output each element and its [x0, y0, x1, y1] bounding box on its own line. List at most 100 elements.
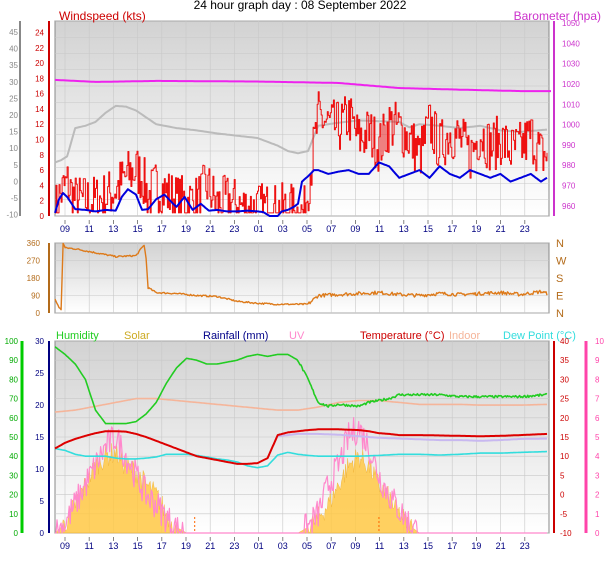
uv-y-tick-label: 2 — [595, 491, 600, 500]
temp-y-tick-label: 20 — [560, 414, 569, 423]
wind-x-tick-label: 13 — [108, 224, 118, 234]
wind-x-tick-label: 11 — [375, 224, 384, 234]
wind-y-tick-label: 10 — [35, 136, 44, 145]
dir-compass-label: N — [556, 308, 564, 320]
dir-y-tick-label: 0 — [36, 309, 41, 318]
rain-y-tick-label: 0 — [40, 529, 45, 538]
rain-y-tick-label: 15 — [35, 433, 44, 442]
temp-y-tick-label: 35 — [560, 356, 569, 365]
temp-y-tick-label: -5 — [560, 510, 568, 519]
temp-x-tick-label: 23 — [520, 541, 530, 551]
wind-x-tick-label: 09 — [350, 224, 360, 234]
dir-compass-label: W — [556, 256, 567, 268]
uv-y-tick-label: 4 — [595, 452, 600, 461]
dir-series — [54, 242, 548, 311]
uv-y-tick-label: 5 — [595, 433, 600, 442]
uv-y-tick-label: 6 — [595, 414, 600, 423]
wind-y2-tick-label: 30 — [9, 78, 18, 87]
temp-series-humidity — [54, 346, 548, 425]
wind-series-avg — [54, 161, 548, 217]
dir-y-tick-label: 270 — [27, 257, 41, 266]
temp-y-tick-label: 30 — [560, 375, 569, 384]
temp-series-indoor — [54, 397, 547, 413]
baro-y-tick-label: 990 — [562, 141, 576, 150]
uv-series — [55, 417, 547, 534]
dir-y-tick-label: 360 — [27, 239, 41, 248]
temp-x-tick-label: 19 — [181, 541, 191, 551]
temp-series-feels — [277, 432, 548, 442]
baro-y-tick-label: 1050 — [562, 19, 580, 28]
rain-y-tick-label: 25 — [35, 369, 44, 378]
wind-x-tick-label: 09 — [60, 224, 70, 234]
humidity-y-tick-label: 40 — [9, 452, 18, 461]
temp-series-dew_point — [54, 447, 547, 469]
humidity-y-tick-label: 20 — [9, 491, 18, 500]
temp-y-tick-label: 10 — [560, 452, 569, 461]
temp-x-tick-label: 09 — [60, 541, 70, 551]
temp-x-tick-label: 07 — [326, 541, 336, 551]
baro-y-tick-label: 970 — [562, 182, 576, 191]
wind-x-tick-label: 19 — [471, 224, 481, 234]
wind-y2-tick-label: 40 — [9, 45, 18, 54]
baro-y-tick-label: 1010 — [562, 100, 580, 109]
dir-y-tick-label: 90 — [31, 292, 40, 301]
temp-x-tick-label: 05 — [302, 541, 312, 551]
legend-solar: Solar — [124, 330, 150, 342]
wind-y-tick-label: 4 — [40, 181, 45, 190]
legend-uv: UV — [289, 330, 305, 342]
uv-y-tick-label: 0 — [595, 529, 600, 538]
wind-y-tick-label: 22 — [35, 44, 44, 53]
wind-y-tick-label: 6 — [40, 166, 45, 175]
dir-compass-label: S — [556, 273, 563, 285]
humidity-y-tick-label: 10 — [9, 510, 18, 519]
dir-compass-label: E — [556, 291, 563, 303]
uv-y-tick-label: 10 — [595, 337, 604, 346]
wind-x-tick-label: 17 — [447, 224, 457, 234]
wind-x-tick-label: 11 — [85, 224, 94, 234]
wind-y2-tick-label: 0 — [14, 177, 19, 186]
temp-series-temperature — [54, 428, 548, 465]
wind-y-tick-label: 0 — [40, 212, 45, 221]
wind-y2-tick-label: 25 — [9, 94, 18, 103]
wind-y2-tick-label: -10 — [6, 211, 18, 220]
legend-indoor: Indoor — [449, 330, 481, 342]
humidity-y-tick-label: 70 — [9, 395, 18, 404]
wind-x-tick-label: 15 — [423, 224, 433, 234]
wind-x-tick-label: 19 — [181, 224, 191, 234]
wind-y-tick-label: 20 — [35, 59, 44, 68]
temp-y-tick-label: -10 — [560, 529, 572, 538]
wind-y2-tick-label: 15 — [9, 128, 18, 137]
wind-x-tick-label: 17 — [157, 224, 167, 234]
dir-y-tick-label: 180 — [27, 274, 41, 283]
legend-humidity: Humidity — [56, 330, 99, 342]
rain-y-tick-label: 10 — [35, 465, 44, 474]
legend-rainfall: Rainfall (mm) — [203, 330, 268, 342]
wind-y-tick-label: 12 — [35, 120, 44, 129]
page-title: 24 hour graph day : 08 September 2022 — [194, 0, 407, 12]
wind-y-tick-label: 2 — [40, 197, 45, 206]
wind-y-tick-label: 24 — [35, 28, 44, 37]
uv-y-tick-label: 7 — [595, 395, 600, 404]
humidity-y-tick-label: 100 — [5, 337, 19, 346]
rain-y-tick-label: 5 — [40, 497, 45, 506]
uv-y-tick-label: 8 — [595, 375, 600, 384]
temp-x-tick-label: 13 — [399, 541, 409, 551]
wind-x-tick-label: 21 — [496, 224, 506, 234]
temp-y-tick-label: 5 — [560, 471, 565, 480]
wind-x-tick-label: 05 — [302, 224, 312, 234]
temp-x-tick-label: 11 — [85, 541, 94, 551]
wind-x-tick-label: 21 — [205, 224, 215, 234]
wind-x-tick-label: 01 — [254, 224, 264, 234]
temp-x-tick-label: 11 — [375, 541, 384, 551]
wind-series-gust — [55, 91, 548, 214]
uv-y-tick-label: 1 — [595, 510, 600, 519]
temp-y-tick-label: 15 — [560, 433, 569, 442]
temp-x-tick-label: 15 — [423, 541, 433, 551]
uv-y-tick-label: 9 — [595, 356, 600, 365]
humidity-y-tick-label: 30 — [9, 471, 18, 480]
temp-x-tick-label: 03 — [278, 541, 288, 551]
temp-x-tick-label: 09 — [350, 541, 360, 551]
temp-x-tick-label: 23 — [229, 541, 239, 551]
